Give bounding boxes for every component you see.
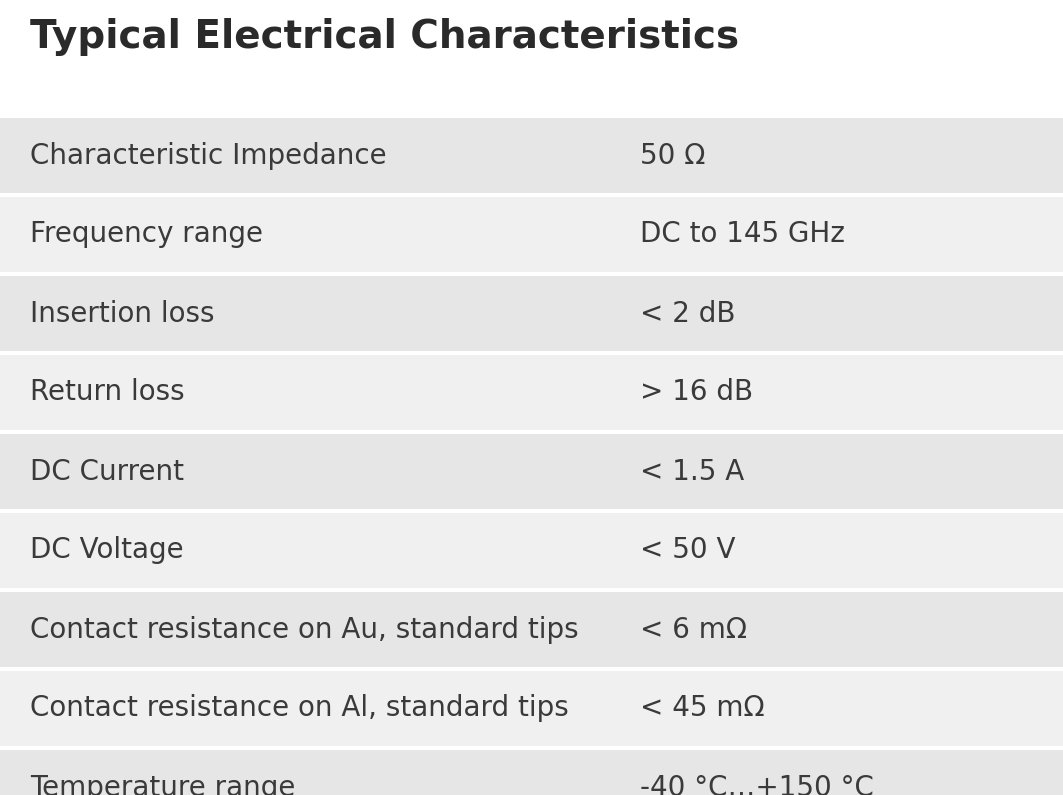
Text: Typical Electrical Characteristics: Typical Electrical Characteristics <box>30 18 739 56</box>
Bar <box>0 197 1063 272</box>
Text: < 1.5 A: < 1.5 A <box>640 457 744 486</box>
Text: Insertion loss: Insertion loss <box>30 300 215 328</box>
Bar <box>0 118 1063 193</box>
Text: Temperature range: Temperature range <box>30 774 296 795</box>
Text: DC Voltage: DC Voltage <box>30 537 184 564</box>
Text: > 16 dB: > 16 dB <box>640 378 753 406</box>
Text: Contact resistance on Au, standard tips: Contact resistance on Au, standard tips <box>30 615 578 643</box>
Text: DC to 145 GHz: DC to 145 GHz <box>640 220 845 249</box>
Text: 50 Ω: 50 Ω <box>640 142 706 169</box>
Text: Frequency range: Frequency range <box>30 220 263 249</box>
Bar <box>0 592 1063 667</box>
Text: < 50 V: < 50 V <box>640 537 736 564</box>
Bar <box>0 355 1063 430</box>
Text: < 45 mΩ: < 45 mΩ <box>640 695 764 723</box>
Text: Contact resistance on Al, standard tips: Contact resistance on Al, standard tips <box>30 695 569 723</box>
Text: < 6 mΩ: < 6 mΩ <box>640 615 747 643</box>
Text: -40 °C…+150 °C: -40 °C…+150 °C <box>640 774 874 795</box>
Bar <box>0 276 1063 351</box>
Text: < 2 dB: < 2 dB <box>640 300 736 328</box>
Bar <box>0 750 1063 795</box>
Bar <box>0 671 1063 746</box>
Text: Return loss: Return loss <box>30 378 185 406</box>
Bar <box>0 434 1063 509</box>
Text: DC Current: DC Current <box>30 457 184 486</box>
Bar <box>0 513 1063 588</box>
Text: Characteristic Impedance: Characteristic Impedance <box>30 142 387 169</box>
